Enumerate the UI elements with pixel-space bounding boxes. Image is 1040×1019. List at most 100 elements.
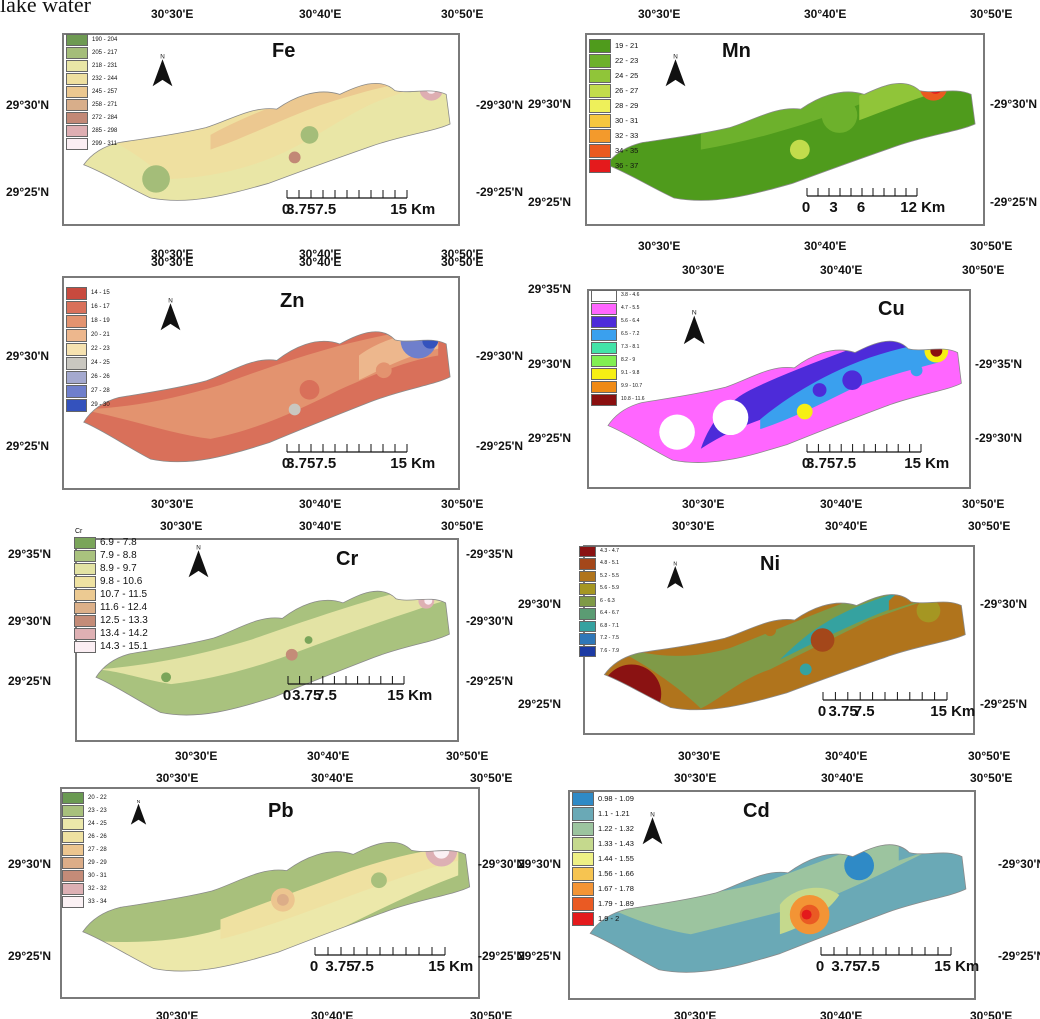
legend-swatch [572,821,594,836]
legend-label: 28 - 29 [615,100,639,110]
legend-swatch [62,869,84,882]
legend-label: 10.8 - 11.6 [621,396,645,402]
concentration-hotspot [789,139,810,160]
latitude-label-text: 29°30'N [979,431,1023,445]
legend-swatch [589,128,611,143]
legend-item: 258 - 271 [66,98,117,111]
longitude-label: 30°30'E [682,497,725,511]
legend-item: 26 - 26 [62,830,107,843]
svg-text:N: N [673,561,677,567]
legend-swatch [74,601,96,614]
legend-item: 285 - 298 [66,124,117,137]
legend-label: 32 - 32 [88,885,107,892]
legend-item: 205 - 217 [66,46,117,59]
latitude-label-text: 29°30'N [470,614,514,628]
legend-label: 5.2 - 5.5 [600,572,620,579]
legend-swatch [591,354,617,367]
legend-item: 5.6 - 5.9 [579,583,619,596]
concentration-hotspot [419,83,444,101]
latitude-label-text: 29°25'N [1002,949,1040,963]
legend-label: 7.3 - 8.1 [621,344,640,350]
legend-swatch [589,53,611,68]
legend-swatch [591,315,617,328]
legend-swatch [66,124,88,137]
legend-swatch [579,620,596,632]
longitude-label: 30°30'E [638,239,681,253]
concentration-hotspot [932,594,961,597]
legend-label: 12.5 - 13.3 [100,614,148,626]
longitude-label: 30°30'E [678,749,721,763]
longitude-label: 30°40'E [299,247,342,261]
latitude-label: -29°30'N [466,615,513,627]
legend-swatch [66,370,87,384]
legend-swatch [591,367,617,380]
legend-swatch [572,791,594,806]
legend-swatch [62,895,84,908]
latitude-label-text: 29°25'N [984,697,1028,711]
latitude-label: 29°30'N [6,98,50,112]
longitude-label: 30°40'E [820,1009,863,1019]
scale-label: 3.75 [831,958,861,975]
legend-item: 12.5 - 13.3 [74,614,148,627]
legend-label: 4.7 - 5.5 [621,305,640,311]
legend-swatch [62,817,84,830]
legend-swatch [579,545,596,557]
legend-item: 27 - 28 [66,384,110,398]
legend-item: 1.56 - 1.66 [572,866,634,881]
concentration-hotspot [248,870,269,891]
latitude-label: 29°35'N [8,547,52,561]
legend-swatch [66,286,87,300]
legend-label: 19 - 21 [615,40,639,50]
lake-map-cu [607,340,962,463]
legend-item: 24 - 25 [589,68,638,83]
latitude-label: -29°30'N [975,432,1022,444]
legend-item: 29 - 30 [66,398,110,412]
concentration-hotspot [300,126,319,144]
legend-label: 5.6 - 5.9 [600,585,620,592]
legend-swatch [66,356,87,370]
legend-item: 19 - 21 [589,38,638,53]
legend-label: 20 - 22 [88,794,107,801]
header-text: lake water [0,0,91,17]
map-frame-fe [62,33,460,226]
longitude-label: 30°50'E [970,239,1013,253]
concentration-hotspot [304,636,313,644]
longitude-label: 30°30'E [151,255,194,269]
legend-item: 6.5 - 7.2 [591,328,645,341]
concentration-hotspot [424,596,433,605]
legend-swatch [66,328,87,342]
scale-label: 7.5 [352,958,374,975]
legend-swatch [74,536,96,549]
legend-pb: 20 - 22 23 - 23 24 - 25 26 - 26 27 - 28 29 - … [62,791,107,908]
latitude-label: 29°25'N [518,949,562,963]
concentration-hotspot [844,850,874,881]
legend-swatch [66,33,88,46]
legend-item: 7.3 - 8.1 [591,341,645,354]
north-arrow-icon: N [130,799,146,825]
latitude-label-text: 29°35'N [979,357,1023,371]
legend-label: 8.2 - 9 [621,357,636,363]
legend-swatch [572,896,594,911]
latitude-label: -29°25'N [466,675,513,687]
scale-label: 6 [856,199,866,216]
legend-item: 30 - 31 [62,869,107,882]
scale-bar: 0 3 6 12 Km [802,184,945,220]
tick-mark: - [998,857,1002,871]
longitude-label: 30°50'E [441,519,484,533]
latitude-label: 29°30'N [518,857,562,871]
concentration-hotspot [799,663,812,676]
concentration-hotspot [299,380,320,400]
legend-label: 4.8 - 5.1 [600,560,620,567]
legend-item: 32 - 32 [62,882,107,895]
latitude-label: -29°30'N [478,858,525,870]
legend-item: 299 - 311 [66,137,117,150]
legend-label: 29 - 30 [91,402,110,408]
legend-swatch [572,851,594,866]
longitude-label: 30°50'E [441,247,484,261]
legend-swatch [572,881,594,896]
legend-swatch [62,843,84,856]
legend-item: 9.1 - 9.8 [591,367,645,380]
legend-item: 14 - 15 [66,286,110,300]
longitude-label: 30°30'E [682,263,725,277]
longitude-label: 30°50'E [470,771,513,785]
